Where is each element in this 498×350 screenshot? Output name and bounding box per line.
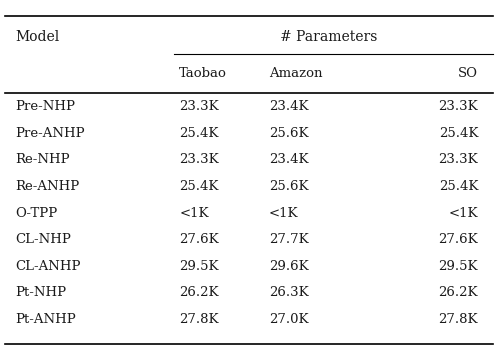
Text: 25.4K: 25.4K (439, 127, 478, 140)
Text: 27.0K: 27.0K (269, 313, 308, 326)
Text: CL-ANHP: CL-ANHP (15, 260, 81, 273)
Text: 27.6K: 27.6K (438, 233, 478, 246)
Text: Pre-NHP: Pre-NHP (15, 100, 75, 113)
Text: 25.6K: 25.6K (269, 180, 308, 193)
Text: 26.2K: 26.2K (439, 286, 478, 300)
Text: Pre-ANHP: Pre-ANHP (15, 127, 85, 140)
Text: 23.3K: 23.3K (438, 153, 478, 167)
Text: Amazon: Amazon (269, 67, 322, 80)
Text: 29.5K: 29.5K (439, 260, 478, 273)
Text: 25.4K: 25.4K (179, 127, 219, 140)
Text: Re-ANHP: Re-ANHP (15, 180, 79, 193)
Text: 25.6K: 25.6K (269, 127, 308, 140)
Text: <1K: <1K (449, 206, 478, 220)
Text: Re-NHP: Re-NHP (15, 153, 70, 167)
Text: 25.4K: 25.4K (439, 180, 478, 193)
Text: 23.3K: 23.3K (179, 153, 219, 167)
Text: 29.5K: 29.5K (179, 260, 219, 273)
Text: 23.4K: 23.4K (269, 153, 308, 167)
Text: # Parameters: # Parameters (280, 30, 377, 44)
Text: 27.8K: 27.8K (179, 313, 219, 326)
Text: 29.6K: 29.6K (269, 260, 309, 273)
Text: SO: SO (458, 67, 478, 80)
Text: Pt-ANHP: Pt-ANHP (15, 313, 76, 326)
Text: 26.2K: 26.2K (179, 286, 219, 300)
Text: 27.7K: 27.7K (269, 233, 309, 246)
Text: 26.3K: 26.3K (269, 286, 309, 300)
Text: O-TPP: O-TPP (15, 206, 57, 220)
Text: 23.4K: 23.4K (269, 100, 308, 113)
Text: Pt-NHP: Pt-NHP (15, 286, 66, 300)
Text: 23.3K: 23.3K (179, 100, 219, 113)
Text: Taobao: Taobao (179, 67, 227, 80)
Text: 27.6K: 27.6K (179, 233, 219, 246)
Text: <1K: <1K (179, 206, 209, 220)
Text: CL-NHP: CL-NHP (15, 233, 71, 246)
Text: <1K: <1K (269, 206, 298, 220)
Text: 25.4K: 25.4K (179, 180, 219, 193)
Text: 27.8K: 27.8K (439, 313, 478, 326)
Text: Model: Model (15, 30, 59, 44)
Text: 23.3K: 23.3K (438, 100, 478, 113)
